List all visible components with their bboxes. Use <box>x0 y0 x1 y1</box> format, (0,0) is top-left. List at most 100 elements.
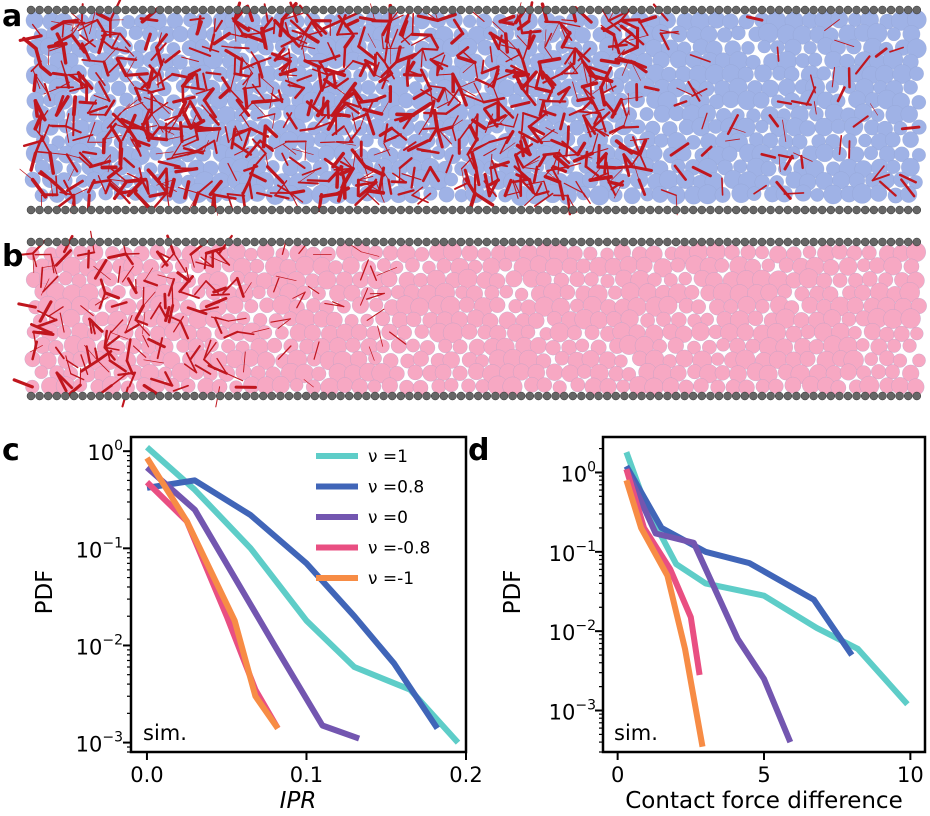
force-chain-segment <box>334 112 351 118</box>
panel-b-walls <box>26 237 922 401</box>
force-chain-segment <box>437 125 454 133</box>
force-chain-segment <box>533 192 554 208</box>
force-chain-segment <box>335 140 354 144</box>
wall-particle <box>757 205 767 215</box>
force-chain-segment <box>76 251 96 257</box>
force-chain-segment <box>243 351 246 373</box>
wall-particle <box>267 391 277 401</box>
force-chain-segment <box>608 169 623 183</box>
d-series-line-2 <box>623 467 794 744</box>
force-chain-segment <box>164 167 169 186</box>
wall-particle <box>534 205 543 215</box>
force-chain-segment <box>77 19 98 32</box>
force-chain-segment <box>144 267 153 282</box>
force-chain-segment <box>164 306 171 323</box>
wall-particle <box>104 205 113 215</box>
wall-particle <box>740 205 750 215</box>
wall-particle <box>491 391 500 401</box>
force-chain-segment <box>164 371 174 387</box>
force-chain-segment <box>527 29 533 50</box>
wall-particle <box>697 391 707 401</box>
force-chain-segment <box>54 249 72 267</box>
wall-particle <box>860 391 870 401</box>
force-chain-segment <box>638 15 658 24</box>
force-chain-segment <box>243 165 259 172</box>
force-chain-segment <box>514 154 523 177</box>
force-chain-segment <box>39 170 52 182</box>
particle <box>716 337 730 352</box>
wall-particle <box>172 237 182 247</box>
force-chain-segment <box>84 344 99 362</box>
force-chain-segment <box>622 153 631 177</box>
force-chain-segment <box>242 127 252 149</box>
force-chain-segment <box>103 134 122 140</box>
particle <box>452 365 468 381</box>
force-chain-segment <box>871 165 885 182</box>
particle <box>778 257 795 273</box>
wall-particle <box>319 5 328 15</box>
wall-particle <box>826 391 836 401</box>
panel-b-force-chains <box>12 230 407 408</box>
c-x-tick-label: 0.2 <box>449 763 482 787</box>
force-chain-segment <box>126 178 145 198</box>
force-chain-segment <box>70 12 83 23</box>
force-chain-segment <box>577 47 591 62</box>
force-chain-segment <box>79 359 100 373</box>
force-chain-segment <box>146 67 155 89</box>
wall-particle <box>112 205 122 215</box>
force-chain-segment <box>259 140 274 150</box>
wall-particle <box>276 205 285 215</box>
particle <box>760 160 777 177</box>
force-chain-segment <box>669 142 690 157</box>
force-chain-segment <box>768 114 780 128</box>
wall-particle <box>551 391 560 401</box>
wall-particle <box>78 205 87 215</box>
wall-particle <box>405 5 414 15</box>
wall-particle <box>783 237 793 247</box>
force-chain-segment <box>81 150 98 156</box>
force-chain-segment <box>65 359 79 369</box>
c-y-tick-label: 10−2 <box>76 632 123 659</box>
particle <box>848 325 862 340</box>
force-chain-segment <box>459 87 476 97</box>
particle <box>838 257 858 276</box>
wall-particle <box>121 391 130 401</box>
c-series-line-1 <box>146 477 440 731</box>
particle <box>390 337 408 354</box>
panel-d-chart: d 0 5 10 100 10−1 10−2 10−3 sim. Contact forc… <box>468 433 927 814</box>
force-chain-segment <box>54 346 65 360</box>
force-chain-segment <box>543 174 562 184</box>
particle <box>784 376 802 394</box>
force-chain-segment <box>65 153 79 173</box>
force-chain-segment <box>623 39 639 49</box>
force-chain-segment <box>543 180 549 196</box>
wall-particle <box>766 391 775 401</box>
force-chain-segment <box>451 115 459 128</box>
force-chain-segment <box>218 87 232 100</box>
force-chain-segment <box>330 99 344 118</box>
wall-particle <box>878 205 887 215</box>
wall-particle <box>353 5 363 15</box>
particle <box>249 107 264 122</box>
wall-particle <box>594 237 603 247</box>
particle <box>368 351 382 366</box>
force-chain-segment <box>619 18 641 23</box>
force-chain-segment <box>607 11 627 22</box>
particle <box>382 352 399 369</box>
force-chain-segment <box>226 372 244 382</box>
force-chain-segment <box>524 180 545 186</box>
wall-particle <box>817 5 827 15</box>
wall-particle <box>215 205 225 215</box>
force-chain-segment <box>357 179 372 183</box>
particle <box>745 54 761 70</box>
force-chain-segment <box>156 100 174 111</box>
force-chain-segment <box>581 98 594 111</box>
force-chain-segment <box>172 150 193 156</box>
force-chain-segment <box>94 347 99 362</box>
force-chain-segment <box>557 85 571 96</box>
particle <box>768 378 784 394</box>
force-chain-segment <box>612 33 621 55</box>
wall-particle <box>637 5 646 15</box>
force-chain-segment <box>145 135 169 142</box>
force-chain-segment <box>155 46 164 67</box>
